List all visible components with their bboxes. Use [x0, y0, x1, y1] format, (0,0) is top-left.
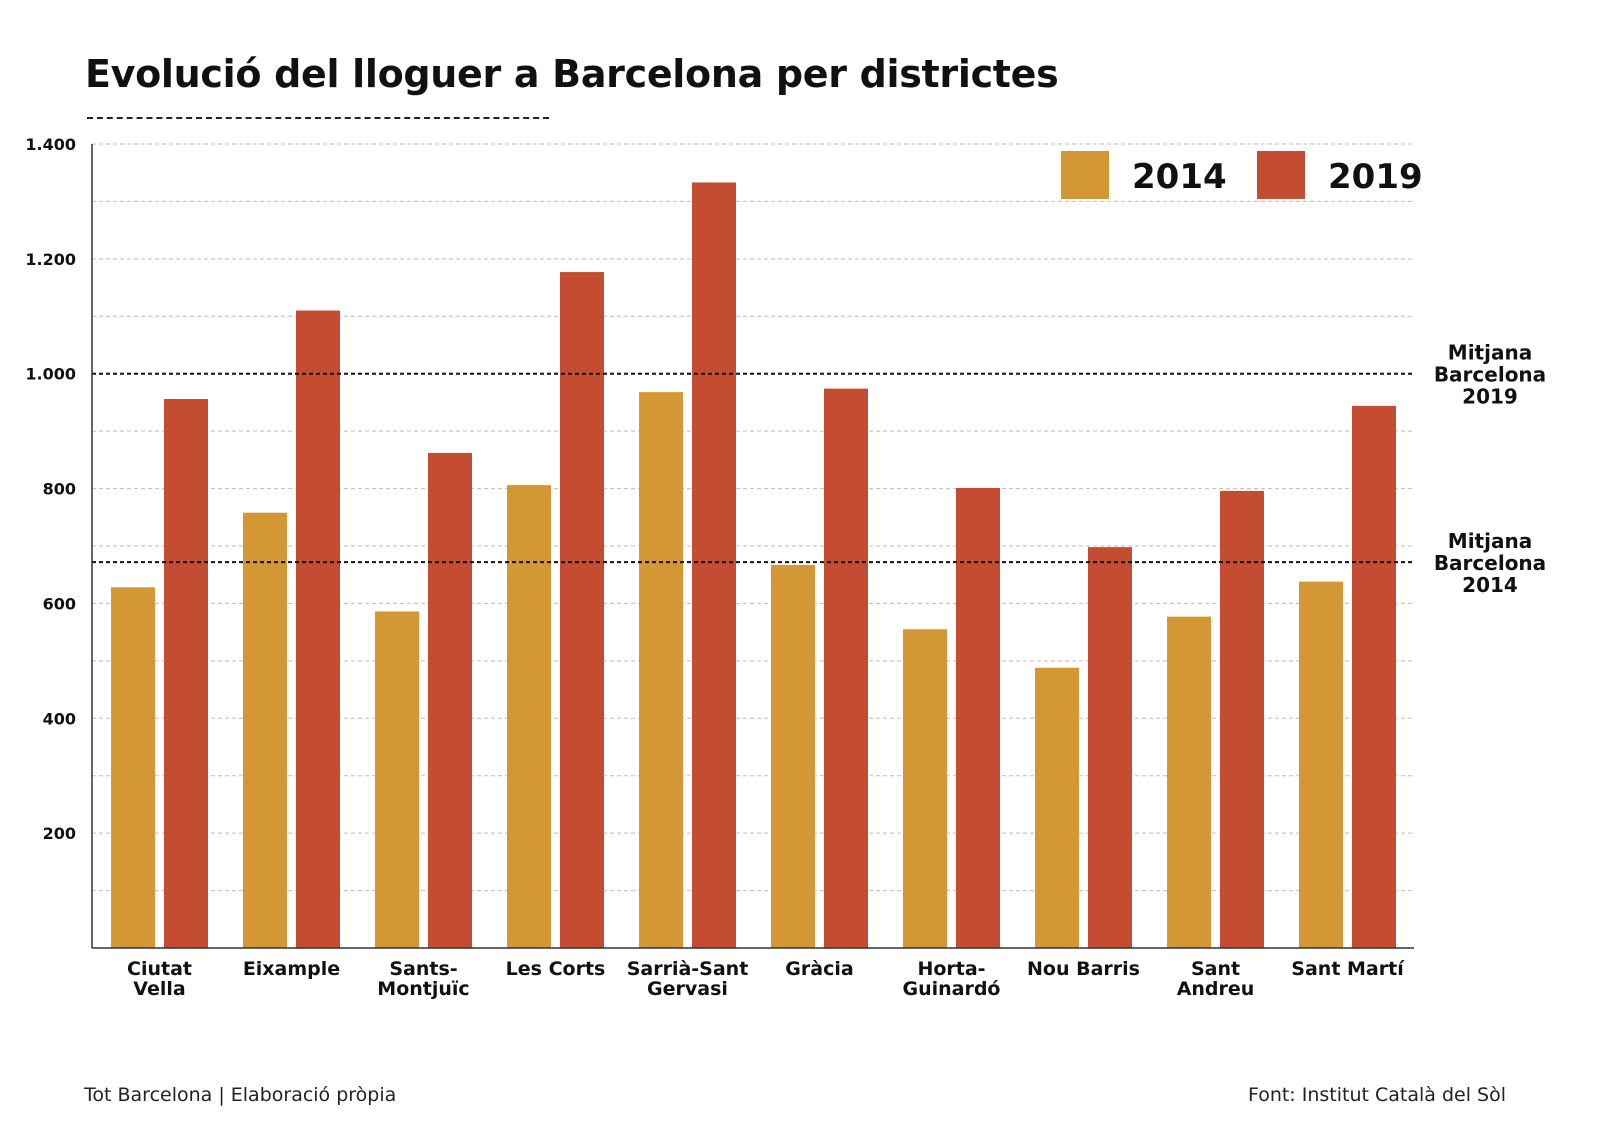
x-tick-label: Sant Martí	[1291, 958, 1405, 980]
legend: 2014 2019	[1061, 151, 1423, 199]
gridlines	[92, 143, 1414, 892]
bar-2014	[1035, 667, 1079, 948]
bar-2014	[771, 564, 815, 948]
bar-2014	[1299, 581, 1343, 948]
x-tick-label: Montjuïc	[377, 978, 469, 1000]
title-divider	[87, 117, 549, 119]
bar-2019	[560, 272, 604, 949]
bar-2019	[692, 182, 736, 948]
average-label: Mitjana	[1448, 529, 1532, 553]
bar-2019	[428, 452, 472, 948]
average-label: Barcelona	[1434, 363, 1546, 387]
bar-2019	[1088, 547, 1132, 948]
x-tick-label: Vella	[133, 978, 185, 1000]
x-tick-label: Horta-	[917, 958, 985, 980]
legend-label: 2014	[1132, 157, 1227, 197]
bar-2014	[639, 392, 683, 948]
bar-2014	[111, 587, 155, 948]
legend-label: 2019	[1328, 157, 1423, 197]
bar-2019	[824, 388, 868, 948]
x-tick-label: Gràcia	[785, 958, 853, 980]
legend-swatch-2019	[1257, 151, 1305, 199]
average-label: Mitjana	[1448, 341, 1532, 365]
y-tick-label: 400	[43, 709, 76, 728]
x-tick-label: Gervasi	[647, 978, 728, 1000]
average-label: Barcelona	[1434, 551, 1546, 575]
y-tick-label: 200	[43, 824, 76, 843]
x-tick-label: Sarrià-Sant	[627, 958, 749, 980]
bar-2019	[296, 310, 340, 948]
bar-2014	[1167, 616, 1211, 948]
x-tick-label: Sants-	[389, 958, 457, 980]
bar-2014	[375, 611, 419, 948]
bar-2014	[507, 485, 551, 948]
bar-2019	[956, 487, 1000, 948]
bar-2014	[903, 629, 947, 948]
bar-2019	[1352, 405, 1396, 949]
x-tick-label: Andreu	[1177, 978, 1255, 1000]
average-label: 2014	[1462, 573, 1518, 597]
legend-swatch-2014	[1061, 151, 1109, 199]
x-tick-label: Les Corts	[506, 958, 606, 980]
footer-source: Font: Institut Català del Sòl	[1247, 1084, 1506, 1106]
y-tick-label: 1.000	[25, 365, 76, 384]
y-tick-label: 800	[43, 480, 76, 499]
y-tick-label: 600	[43, 594, 76, 613]
average-label: 2019	[1462, 385, 1518, 409]
bar-2019	[164, 398, 208, 948]
x-tick-label: Eixample	[243, 958, 340, 980]
chart-title: Evolució del lloguer a Barcelona per dis…	[85, 52, 1059, 96]
bar-2014	[243, 512, 287, 948]
x-tick-label: Guinardó	[902, 978, 1000, 1000]
bar-2019	[1220, 490, 1264, 948]
x-tick-label: Ciutat	[127, 958, 192, 980]
y-tick-label: 1.400	[25, 135, 76, 154]
footer-credit: Tot Barcelona | Elaboració pròpia	[84, 1084, 397, 1106]
y-tick-label: 1.200	[25, 250, 76, 269]
bars	[111, 182, 1396, 949]
x-tick-label: Nou Barris	[1027, 958, 1140, 980]
x-tick-label: Sant	[1191, 958, 1240, 980]
